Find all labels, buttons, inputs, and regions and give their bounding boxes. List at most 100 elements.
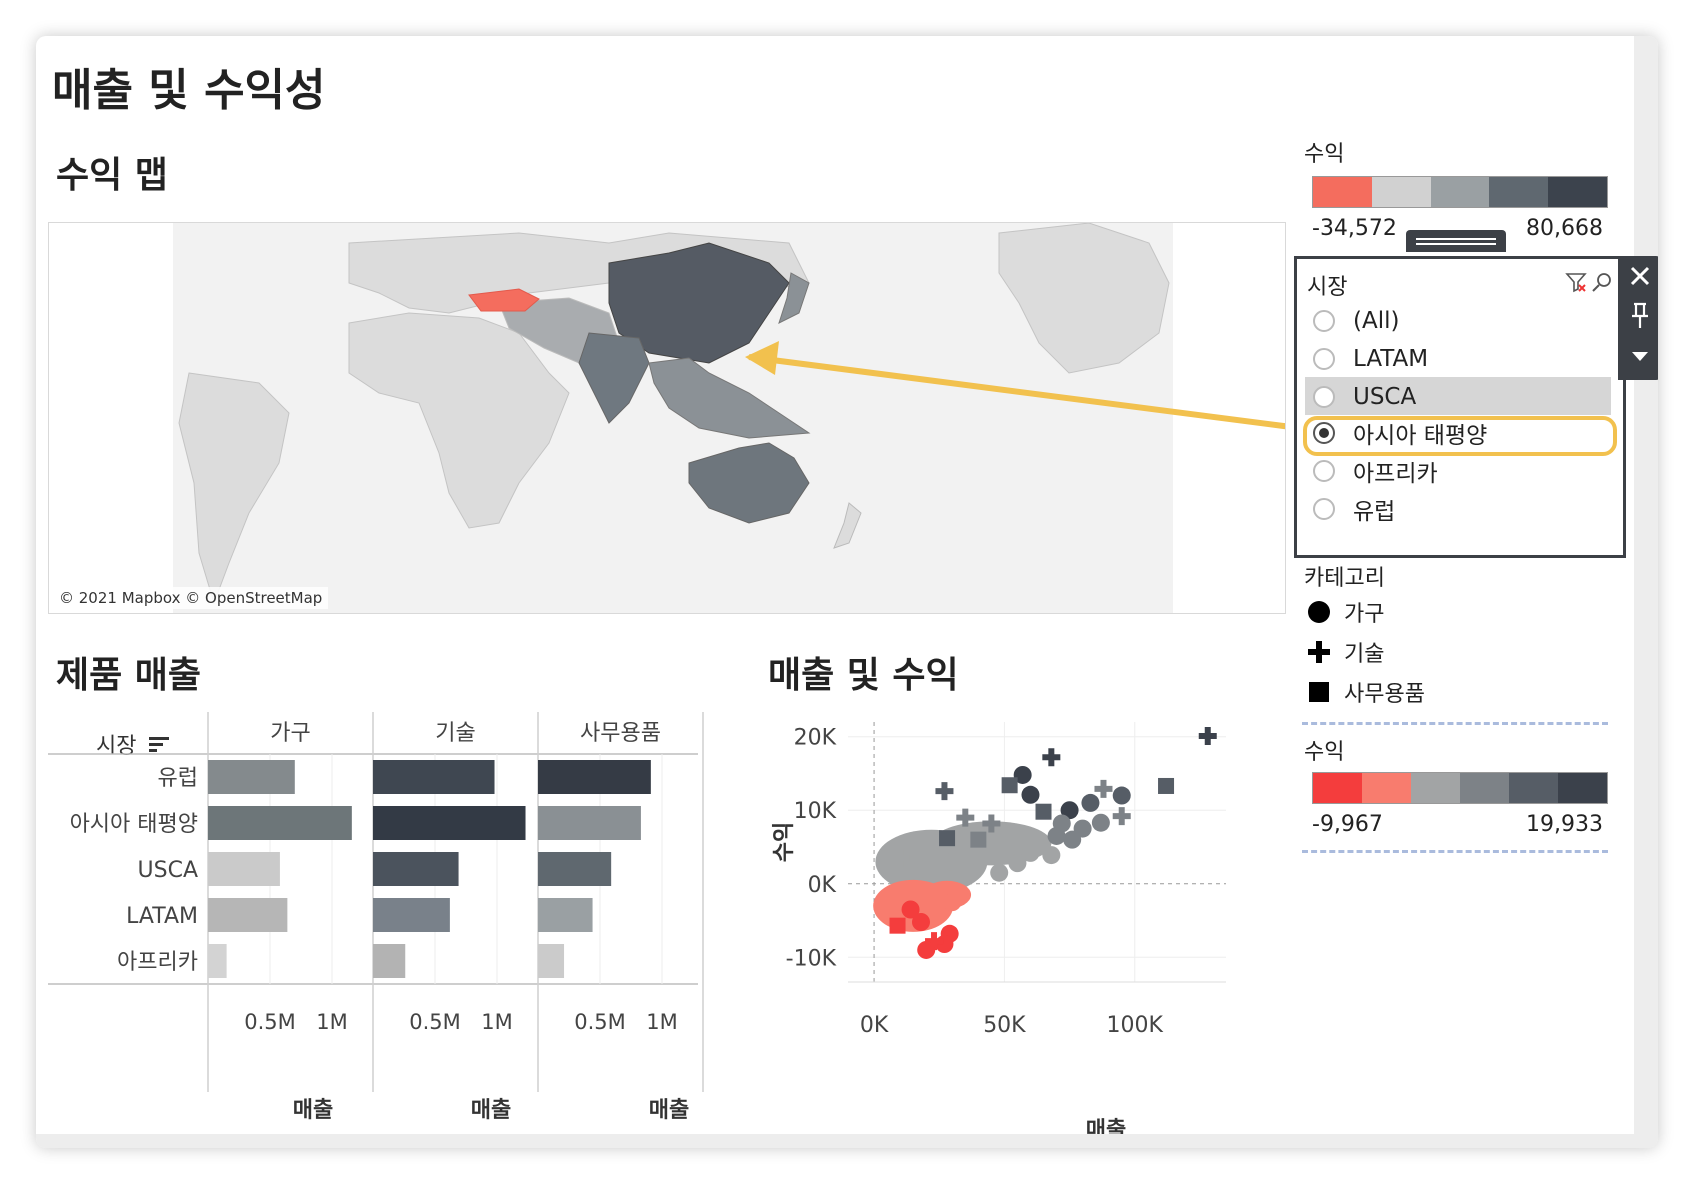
bar[interactable]: [538, 944, 565, 978]
point-cluster: [873, 821, 1052, 932]
search-icon[interactable]: [1591, 271, 1613, 297]
radio-button[interactable]: [1313, 460, 1335, 482]
scatter-canvas[interactable]: 20K 10K 0K -10K 0K 50K 100K: [766, 712, 1326, 1148]
bar[interactable]: [538, 760, 651, 794]
scatter-point[interactable]: [1091, 813, 1110, 832]
bar[interactable]: [208, 898, 288, 932]
scatter-point[interactable]: [1112, 807, 1131, 826]
legend-item-office-supplies[interactable]: 사무용품: [1306, 676, 1425, 708]
scatter-legend-max: 19,933: [1526, 812, 1603, 837]
map-copyright: © 2021 Mapbox © OpenStreetMap: [53, 587, 329, 609]
scatter-point[interactable]: [956, 808, 975, 827]
bar[interactable]: [208, 806, 352, 840]
filter-option-europe[interactable]: 유럽: [1313, 491, 1395, 527]
scatter-point[interactable]: [1047, 826, 1066, 845]
filter-option-latam[interactable]: LATAM: [1313, 341, 1428, 377]
scatter-point[interactable]: [935, 782, 954, 801]
filter-option-label: LATAM: [1353, 346, 1429, 372]
radio-button[interactable]: [1313, 498, 1335, 520]
scatter-point[interactable]: [970, 831, 987, 848]
bar[interactable]: [373, 898, 450, 932]
map-profit-ramp: [1312, 176, 1608, 208]
scatter-point[interactable]: [889, 917, 906, 934]
category-legend: 가구 기술 사무용품: [1294, 596, 1614, 726]
scatter-point[interactable]: [1021, 785, 1040, 804]
scatter-legend-title: 수익: [1304, 740, 1345, 765]
scatter-point[interactable]: [1060, 801, 1079, 820]
row-label: 아시아 태평양: [70, 812, 198, 837]
close-icon[interactable]: [1628, 264, 1652, 292]
dashboard-frame: 매출 및 수익성 수익 맵: [36, 36, 1658, 1148]
circle-icon: [1306, 600, 1332, 624]
annotation-highlight: [1303, 416, 1617, 456]
clear-filter-icon[interactable]: [1565, 271, 1587, 298]
bar[interactable]: [373, 806, 526, 840]
scatter-point[interactable]: [911, 913, 930, 931]
bar[interactable]: [373, 760, 495, 794]
y-tick-label: 10K: [794, 799, 837, 824]
radio-button[interactable]: [1313, 310, 1335, 332]
scatter-point[interactable]: [891, 849, 910, 868]
scatter-point[interactable]: [1112, 786, 1131, 805]
profit-map[interactable]: © 2021 Mapbox © OpenStreetMap: [48, 222, 1286, 614]
filter-option-africa[interactable]: 아프리카: [1313, 453, 1438, 489]
scatter-point[interactable]: [1042, 748, 1061, 767]
scatter-point[interactable]: [1081, 793, 1100, 812]
filter-option-label: 유럽: [1353, 499, 1396, 525]
market-filter[interactable]: 시장 (All) LATAM USCA 아시아 태평양 아프리카 유럽: [1294, 256, 1626, 558]
row-header-market[interactable]: 시장: [96, 728, 171, 760]
filter-option-label: USCA: [1353, 384, 1417, 410]
square-icon: [1306, 680, 1332, 704]
x-tick-label: 0K: [860, 1013, 889, 1038]
scatter-point[interactable]: [943, 852, 962, 871]
scatter-point[interactable]: [931, 886, 948, 903]
scatter-point[interactable]: [1158, 777, 1175, 794]
scatter-point[interactable]: [939, 830, 956, 847]
radio-button[interactable]: [1313, 348, 1335, 370]
filter-option-label: 아시아 태평양: [1353, 423, 1488, 449]
scatter-point[interactable]: [1021, 843, 1040, 862]
dropdown-arrow-icon[interactable]: [1630, 348, 1650, 367]
bar[interactable]: [538, 806, 641, 840]
map-canvas[interactable]: [49, 223, 1285, 613]
bar[interactable]: [208, 760, 295, 794]
legend-item-technology[interactable]: 기술: [1306, 636, 1384, 668]
bar[interactable]: [538, 898, 593, 932]
pin-icon[interactable]: [1630, 302, 1650, 334]
divider: [1302, 722, 1608, 725]
drag-handle[interactable]: [1406, 230, 1506, 252]
scatter-point[interactable]: [990, 863, 1009, 882]
sort-icon[interactable]: [149, 735, 171, 760]
bar[interactable]: [208, 852, 280, 886]
scatter-point[interactable]: [1042, 846, 1061, 865]
radio-button-selected[interactable]: [1313, 422, 1335, 444]
scatter-point[interactable]: [943, 893, 962, 912]
scatter-point[interactable]: [1198, 726, 1217, 745]
row-label: 아프리카: [117, 950, 198, 975]
filter-option-asia-pacific[interactable]: 아시아 태평양: [1313, 415, 1487, 451]
bar[interactable]: [373, 944, 406, 978]
scatter-point[interactable]: [917, 860, 936, 879]
scatter-point[interactable]: [1094, 779, 1113, 798]
x-tick-label: 0.5M: [574, 1010, 626, 1034]
scatter-point[interactable]: [925, 932, 944, 951]
scatter-point[interactable]: [1013, 765, 1032, 784]
bar[interactable]: [208, 944, 227, 978]
radio-button[interactable]: [1313, 386, 1335, 408]
bar[interactable]: [373, 852, 459, 886]
scatter-point[interactable]: [1001, 777, 1018, 794]
bar[interactable]: [538, 852, 612, 886]
x-axis-title: 매출: [1085, 1118, 1127, 1143]
scatter-title: 매출 및 수익: [768, 655, 959, 696]
scatter-point[interactable]: [1035, 803, 1052, 820]
filter-option-usca[interactable]: USCA: [1313, 379, 1416, 415]
filter-option-all[interactable]: (All): [1313, 303, 1399, 339]
scatter-point[interactable]: [917, 940, 936, 959]
x-tick-label: 50K: [983, 1013, 1026, 1038]
legend-item-furniture[interactable]: 가구: [1306, 596, 1384, 628]
scatter-point[interactable]: [982, 814, 1001, 833]
filter-option-label: 아프리카: [1353, 461, 1438, 487]
scatter-point[interactable]: [1063, 830, 1082, 849]
scatter-point[interactable]: [901, 900, 920, 919]
scatter-point[interactable]: [1008, 854, 1027, 873]
